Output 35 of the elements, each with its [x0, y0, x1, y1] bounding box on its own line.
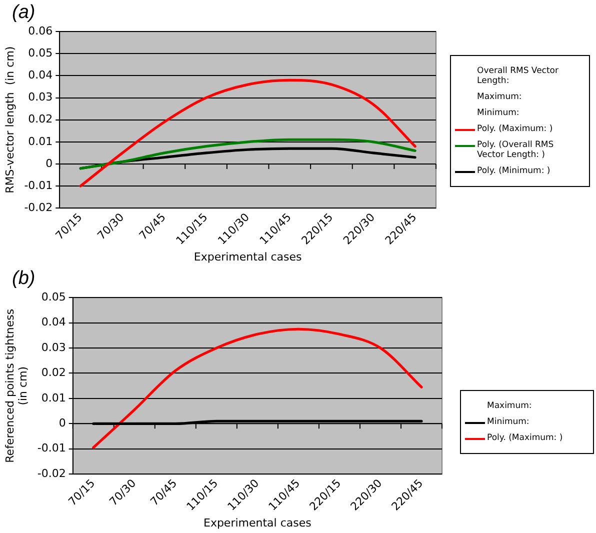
legend-label: Minimum:: [487, 417, 530, 427]
y-tick-label: 0.05: [41, 290, 66, 304]
legend-label: Poly. (Overall RMS Vector Length: ): [477, 140, 555, 160]
legend-label: Poly. (Maximum: ): [487, 433, 563, 443]
y-axis-title: RMS-vector length (in cm): [3, 46, 16, 194]
chart-title: (b): [12, 268, 36, 290]
legend-label: Poly. (Maximum: ): [477, 124, 553, 134]
text: Minimum:: [477, 108, 520, 118]
y-axis-title: Referenced points tightness (in cm): [3, 308, 30, 463]
y-tick-label: 0.03: [28, 90, 53, 104]
y-tick-label: -0.01: [37, 442, 66, 455]
y-tick-label: 0.02: [28, 112, 53, 126]
text: Overall RMS Vector Length:: [477, 66, 560, 86]
y-tick-label: -0.02: [24, 200, 53, 214]
line-series: [92, 328, 423, 449]
legend-label: Poly. (Minimum: ): [477, 166, 550, 176]
x-axis-title: Experimental cases: [203, 516, 312, 530]
y-tick-label: 0.06: [28, 24, 53, 38]
y-tick-label: 0.02: [41, 366, 66, 380]
line-series: [79, 138, 416, 170]
y-tick-label: 0.01: [28, 134, 53, 148]
y-tick-label: 0.05: [28, 46, 53, 60]
y-tick-label: 0: [58, 416, 66, 430]
line-series: [79, 78, 416, 188]
y-tick-label: 0.04: [41, 316, 66, 329]
chart-title: (a): [12, 2, 36, 24]
text: Maximum:: [487, 401, 532, 411]
y-tick-label: 0.04: [28, 68, 53, 82]
x-axis-title: Experimental cases: [194, 250, 302, 264]
text: Maximum:: [477, 92, 522, 102]
y-tick-label: 0.03: [41, 340, 66, 354]
y-tick-label: -0.02: [37, 466, 66, 480]
y-tick-label: 0.01: [41, 391, 66, 404]
y-tick-label: -0.01: [24, 178, 53, 192]
y-tick-label: 0: [46, 156, 53, 170]
